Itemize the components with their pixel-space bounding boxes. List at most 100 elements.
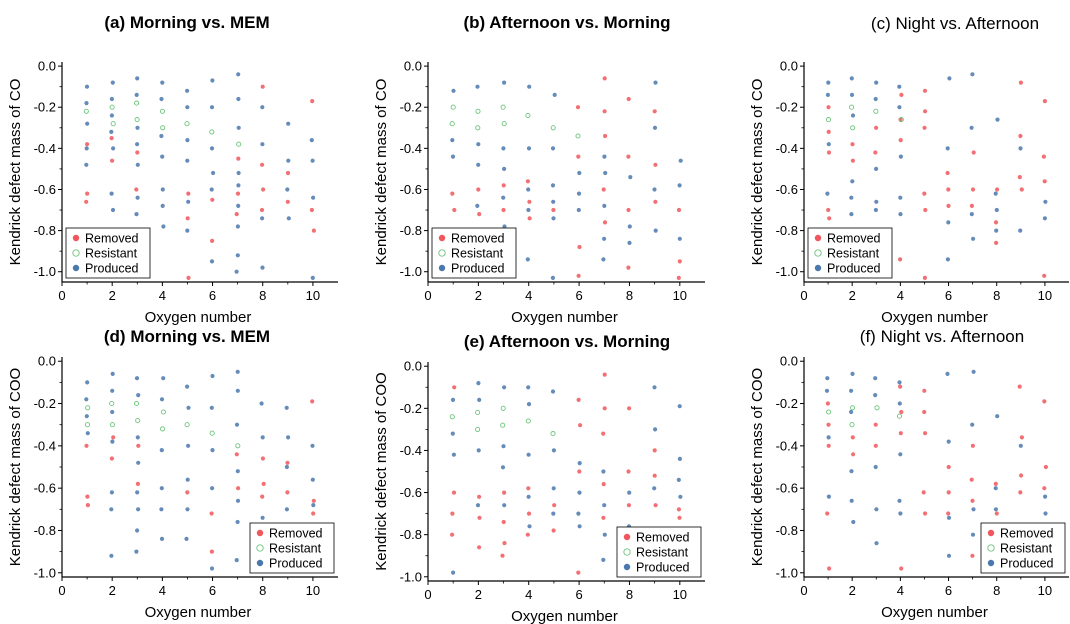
y-tick-label: 0.0 xyxy=(780,59,798,74)
point-produced xyxy=(136,507,141,512)
point-removed xyxy=(922,409,927,415)
point-produced xyxy=(135,142,140,147)
legend-box xyxy=(807,227,893,279)
point-produced xyxy=(475,203,480,208)
x-tick-label: 8 xyxy=(259,583,266,598)
point-produced xyxy=(84,101,89,106)
point-removed xyxy=(652,448,657,453)
point-removed xyxy=(309,207,314,213)
y-axis-label: Kendrick defect mass of CO xyxy=(7,79,24,266)
point-produced xyxy=(945,146,950,151)
point-produced xyxy=(849,92,855,97)
point-removed xyxy=(626,265,631,270)
point-resistant xyxy=(525,418,531,424)
point-produced xyxy=(476,448,481,453)
point-removed xyxy=(527,199,532,204)
point-resistant xyxy=(160,426,166,432)
point-removed xyxy=(451,490,457,495)
legend-label-produced: Produced xyxy=(269,557,323,571)
scatter-points xyxy=(83,72,316,280)
point-produced xyxy=(109,113,114,118)
y-tick-label: -0.2 xyxy=(776,100,798,115)
x-tick-label: 0 xyxy=(800,583,807,598)
point-produced xyxy=(970,532,976,537)
point-removed xyxy=(602,220,608,225)
point-resistant xyxy=(500,422,506,428)
x-tick-label: 10 xyxy=(673,288,687,303)
legend-label-resistant: Resistant xyxy=(1000,542,1053,556)
point-removed xyxy=(677,259,682,264)
legend-label-produced: Produced xyxy=(451,262,505,276)
point-resistant xyxy=(160,409,166,415)
point-resistant xyxy=(550,431,556,437)
point-produced xyxy=(159,133,164,139)
scatter-points xyxy=(449,76,683,280)
point-produced xyxy=(475,503,481,508)
point-produced xyxy=(550,389,556,394)
point-removed xyxy=(501,519,506,525)
point-resistant xyxy=(525,112,531,119)
point-removed xyxy=(450,191,455,196)
y-tick-label: 0.0 xyxy=(38,59,56,74)
point-produced xyxy=(1018,228,1023,233)
point-produced xyxy=(450,431,455,436)
point-produced xyxy=(1043,494,1048,499)
point-removed xyxy=(260,456,265,461)
point-removed xyxy=(993,220,999,225)
y-tick-label: -0.6 xyxy=(776,481,798,496)
point-produced xyxy=(898,511,903,516)
point-produced xyxy=(502,166,507,171)
y-tick-label: -0.8 xyxy=(34,523,56,538)
point-produced xyxy=(947,76,952,81)
point-removed xyxy=(576,154,581,159)
point-resistant xyxy=(109,422,115,428)
legend-marker-produced xyxy=(623,563,631,571)
point-removed xyxy=(84,199,89,204)
point-produced xyxy=(1018,146,1023,151)
point-produced xyxy=(134,376,140,381)
point-removed xyxy=(235,191,241,196)
point-produced xyxy=(551,448,557,453)
point-produced xyxy=(1043,199,1048,204)
point-removed xyxy=(525,532,530,537)
point-resistant xyxy=(109,400,115,407)
point-removed xyxy=(652,473,657,478)
point-produced xyxy=(84,162,89,167)
point-removed xyxy=(110,158,115,163)
point-produced xyxy=(185,138,190,143)
point-removed xyxy=(923,511,928,516)
point-produced xyxy=(993,191,998,196)
point-removed xyxy=(477,494,482,499)
point-produced xyxy=(135,528,140,533)
point-removed xyxy=(310,99,315,104)
point-produced xyxy=(236,203,241,208)
point-produced xyxy=(825,92,831,97)
point-removed xyxy=(260,494,265,499)
point-produced xyxy=(577,461,582,466)
point-removed xyxy=(994,511,999,516)
point-produced xyxy=(135,490,140,495)
point-produced xyxy=(898,452,903,457)
point-produced xyxy=(577,170,582,176)
point-produced xyxy=(134,212,139,217)
point-produced xyxy=(210,78,215,83)
point-removed xyxy=(576,397,581,402)
point-produced xyxy=(134,92,139,97)
point-removed xyxy=(477,545,482,550)
point-produced xyxy=(186,199,191,204)
point-removed xyxy=(311,228,316,233)
point-produced xyxy=(849,388,854,393)
point-removed xyxy=(186,275,191,280)
legend-label-removed: Removed xyxy=(827,232,881,246)
x-tick-label: 2 xyxy=(475,587,482,602)
point-produced xyxy=(160,187,165,192)
point-removed xyxy=(601,482,606,487)
legend-marker-resistant xyxy=(623,548,631,556)
point-removed xyxy=(576,273,581,278)
legend-label-produced: Produced xyxy=(85,262,139,276)
point-produced xyxy=(527,524,532,529)
point-removed xyxy=(285,199,290,204)
point-produced xyxy=(851,519,856,525)
point-produced xyxy=(576,191,582,196)
